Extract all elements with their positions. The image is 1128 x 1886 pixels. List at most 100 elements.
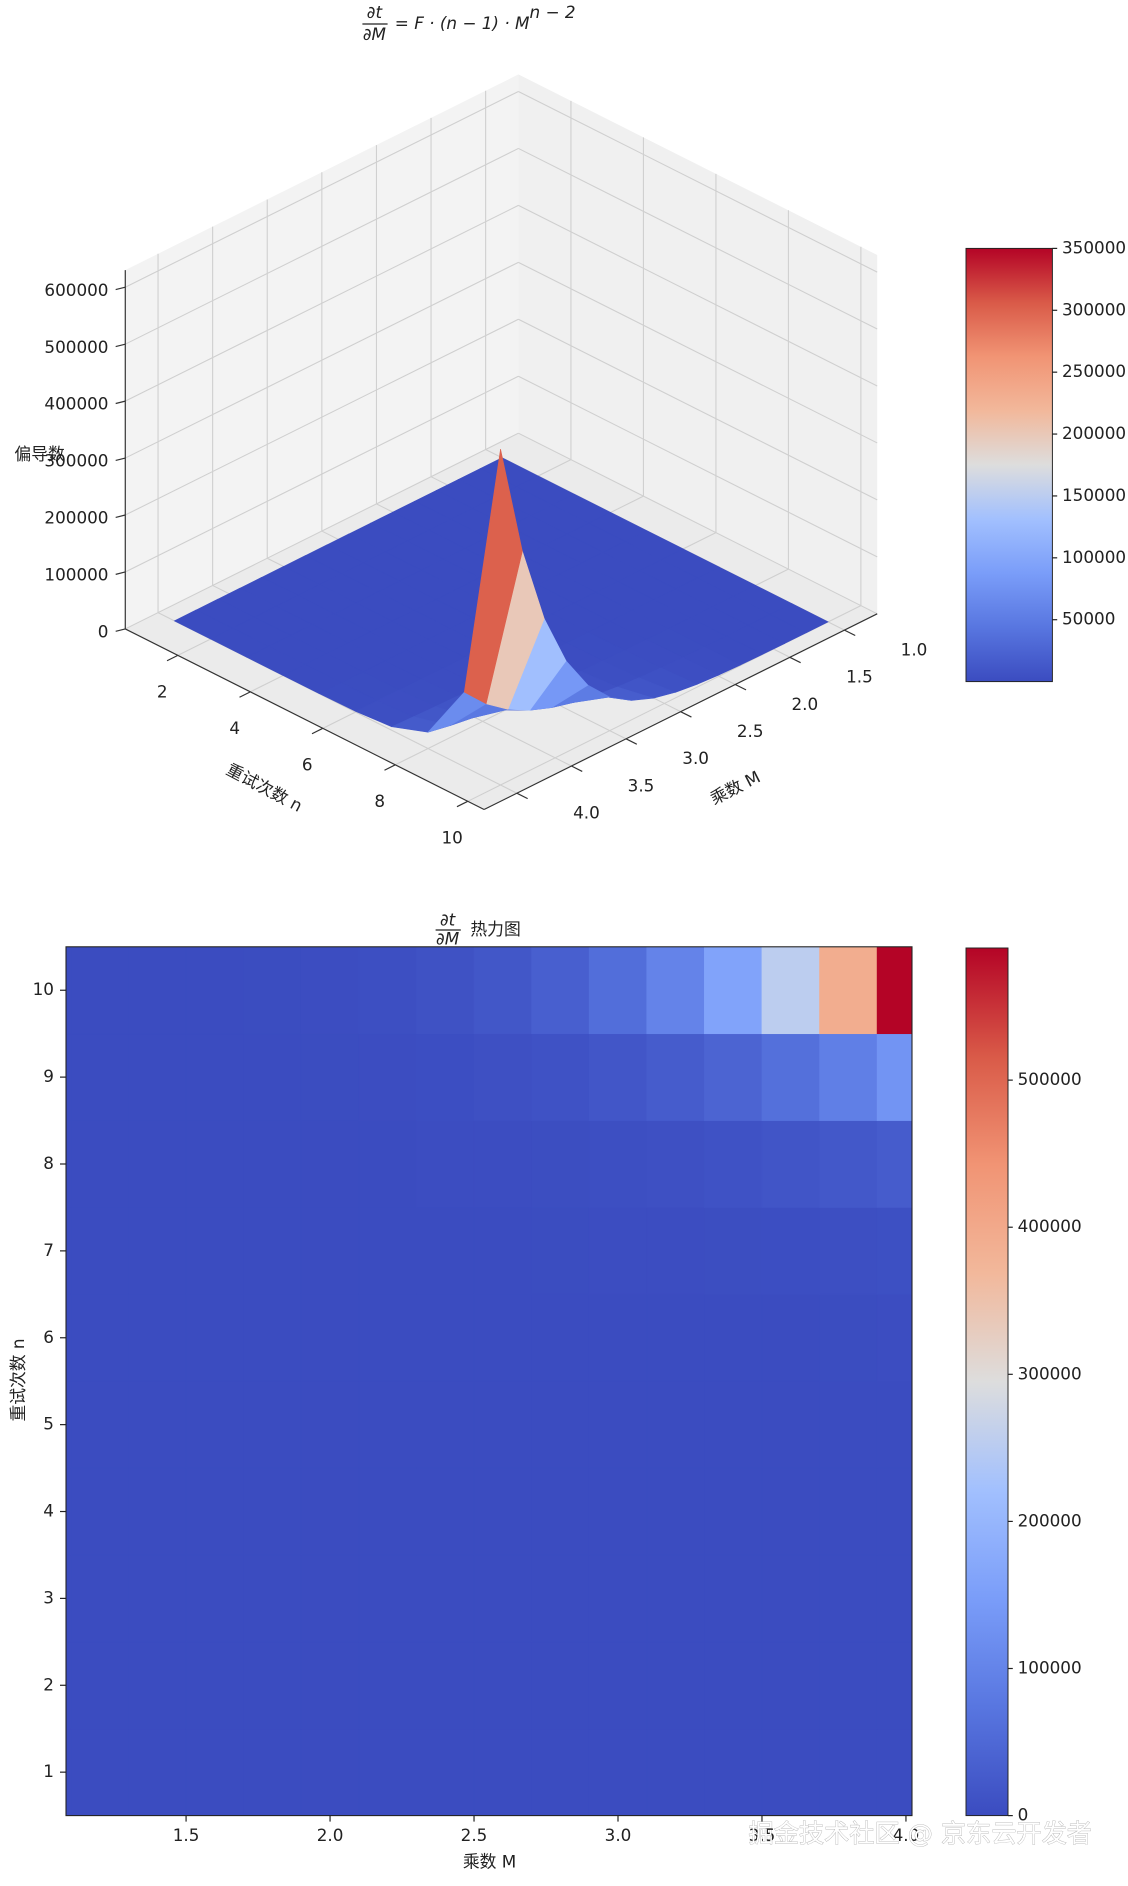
title-main: = F · (n − 1) · M — [395, 13, 530, 33]
x-tick-label: 4.0 — [893, 1825, 920, 1845]
colorbar — [965, 947, 1009, 1817]
x-tick — [571, 765, 583, 772]
heatmap-cell — [531, 1293, 590, 1382]
heatmap-cell — [876, 1033, 912, 1121]
y-tick-label: 8 — [374, 791, 385, 811]
z-tick-label: 200000 — [44, 508, 108, 528]
colorbar-tick-label: 500000 — [1018, 1069, 1082, 1089]
x-tick — [625, 738, 638, 745]
heatmap-cell — [588, 1554, 648, 1643]
surface-face — [463, 449, 523, 705]
heatmap-cell — [243, 1728, 302, 1816]
heatmap-cell — [70, 1641, 129, 1730]
heatmap-cell — [358, 1467, 417, 1556]
heatmap-cell — [70, 1554, 129, 1643]
heatmap-cell — [128, 1641, 187, 1730]
heatmap-cell — [243, 1033, 302, 1121]
heatmap-cell — [531, 1641, 590, 1730]
heatmap-cell — [300, 1120, 360, 1208]
heatmap-cell — [761, 1554, 820, 1643]
chart-title: = F · (n − 1) · Mn − 2 — [395, 2, 576, 33]
y-tick-label: 3 — [43, 1587, 54, 1607]
grid-line — [125, 318, 519, 516]
heatmap-cell — [761, 1207, 820, 1295]
heatmap-cell — [70, 946, 129, 1035]
grid-line — [125, 147, 519, 345]
y-tick-label: 6 — [302, 755, 313, 775]
x-tick — [516, 792, 528, 800]
heatmap-cell — [646, 946, 705, 1035]
y-tick-label: 5 — [43, 1414, 54, 1434]
heatmap-cell — [704, 1120, 763, 1208]
heatmap-cell — [185, 1467, 245, 1556]
heatmap-cell — [185, 946, 245, 1035]
x-tick — [789, 656, 801, 664]
y-tick-label: 2 — [43, 1674, 54, 1694]
heatmap-cell — [416, 1641, 475, 1730]
grid-line — [125, 261, 519, 459]
x-tick-label: 3.5 — [749, 1825, 776, 1845]
grid-line — [518, 375, 878, 558]
x-tick-label: 1.0 — [901, 640, 928, 660]
heatmap-cell — [588, 1293, 648, 1382]
y-tick-label: 4 — [43, 1501, 54, 1521]
heatmap-cell — [588, 1641, 648, 1730]
heatmap-cell — [70, 1728, 129, 1816]
heatmap-cell — [819, 1554, 878, 1643]
colorbar-tick-label: 300000 — [1018, 1363, 1082, 1383]
colorbar — [965, 247, 1053, 683]
heatmap-cell — [300, 1467, 360, 1556]
heatmap-cell — [416, 1728, 475, 1816]
x-tick-label: 1.5 — [173, 1825, 200, 1845]
heatmap-cell — [185, 1207, 245, 1295]
heatmap-cell — [358, 1641, 417, 1730]
z-tick — [115, 400, 126, 405]
heatmap-cell — [70, 1380, 129, 1469]
plot-frame — [65, 946, 913, 1817]
heatmap-cell — [704, 1293, 763, 1382]
heatmap-cell — [70, 1293, 129, 1382]
heatmap-cell — [531, 946, 590, 1035]
heatmap-cell — [243, 1554, 302, 1643]
heatmap-cell — [300, 1728, 360, 1816]
z-tick — [115, 514, 126, 518]
heatmap-cell — [243, 1641, 302, 1730]
z-tick — [115, 628, 126, 632]
heatmap-cell — [819, 1033, 878, 1121]
heatmap-cell — [473, 1120, 532, 1208]
heatmap-cell — [358, 1033, 417, 1121]
z-axis-label: 偏导数 — [14, 444, 65, 464]
heatmap-cell — [646, 1380, 705, 1469]
heatmap-cell — [761, 1467, 820, 1556]
grid-line — [518, 91, 878, 273]
colorbar-tick-label: 150000 — [1062, 485, 1126, 505]
heatmap-cell — [531, 1467, 590, 1556]
colorbar-tick-label: 300000 — [1062, 299, 1126, 319]
heatmap-cell — [876, 1120, 912, 1208]
heatmap-cell — [185, 1293, 245, 1382]
heatmap-cell — [416, 1120, 475, 1208]
heatmap-cell — [531, 1554, 590, 1643]
heatmap-cell — [646, 1120, 705, 1208]
x-axis-label: 乘数 M — [463, 1851, 516, 1871]
heatmap-cell — [70, 1033, 129, 1121]
z-tick-label: 300000 — [44, 451, 108, 471]
heatmap-cell — [646, 1728, 705, 1816]
y-tick-label: 10 — [441, 828, 462, 848]
heatmap-cell — [588, 1207, 648, 1295]
heatmap-cell — [416, 946, 475, 1035]
x-tick-label: 4.0 — [573, 803, 600, 823]
z-tick-label: 600000 — [44, 280, 108, 300]
heatmap-cell — [300, 1554, 360, 1643]
grid-line — [518, 432, 878, 615]
title-numerator: ∂t — [440, 909, 457, 929]
y-tick — [384, 764, 396, 771]
heatmap-cell — [416, 1033, 475, 1121]
y-tick-label: 4 — [229, 718, 240, 738]
x-tick-label: 2.0 — [791, 694, 818, 714]
heatmap-cell — [185, 1728, 245, 1816]
heatmap-cell — [704, 1467, 763, 1556]
heatmap-cell — [761, 1120, 820, 1208]
heatmap-cell — [300, 1293, 360, 1382]
